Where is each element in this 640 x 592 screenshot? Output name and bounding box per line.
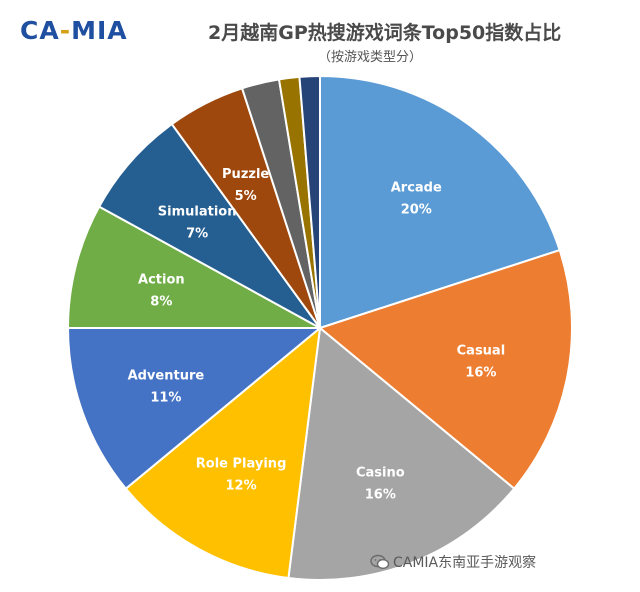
chart-subtitle: （按游戏类型分） [318,50,423,65]
pie-slice-role-playing [124,325,322,580]
slice-percent-role-playing: 12% [226,479,257,494]
chart-header: CA-MIA 2月越南GP热搜游戏词条Top50指数占比 （按游戏类型分） [0,0,640,70]
pie-slice-casino [287,326,516,581]
watermark: CAMIA东南亚手游观察 [370,552,536,572]
pie-slice-action [66,205,321,329]
slice-percent-casino: 16% [365,487,396,502]
slice-name-casual: Casual [457,344,506,359]
pie-slice-adventure [66,327,323,491]
pie-slice-simulation [97,122,321,329]
slice-name-arcade: Arcade [391,180,442,195]
slice-name-puzzle: Puzzle [222,167,269,182]
pie-slice-arcade [319,74,561,330]
pie-slice-other-10 [298,74,321,329]
slice-name-simulation: Simulation [158,205,237,220]
slice-percent-simulation: 7% [186,227,208,242]
slice-percent-puzzle: 5% [235,189,257,204]
slice-percent-casual: 16% [465,366,496,381]
watermark-text: CAMIA东南亚手游观察 [393,555,537,571]
chart-title: 2月越南GP热搜游戏词条Top50指数占比 [208,22,562,44]
slice-name-action: Action [138,272,185,287]
pie-slice-casual [317,248,573,491]
slice-percent-action: 8% [150,294,172,309]
camia-logo: CA-MIA [20,16,128,45]
slice-name-adventure: Adventure [128,368,205,383]
slice-name-role-playing: Role Playing [196,457,287,472]
logo-text-mia: MIA [71,16,128,45]
logo-text-ca: CA [20,16,60,45]
wechat-icon [370,554,390,570]
slice-name-casino: Casino [356,465,405,480]
logo-dash: - [59,16,72,45]
slice-percent-adventure: 11% [150,390,181,405]
slice-percent-arcade: 20% [401,202,432,217]
